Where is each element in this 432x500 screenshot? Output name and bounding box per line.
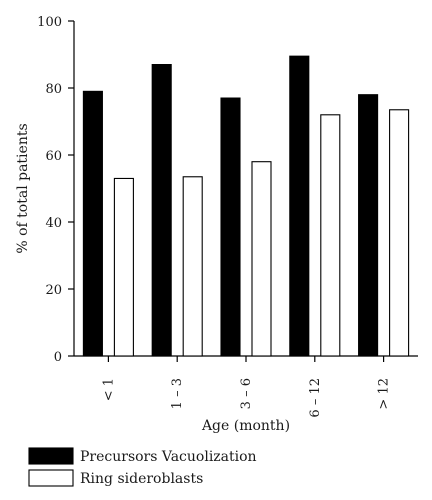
y-tick-label: 20: [45, 283, 62, 298]
x-tick-label: < 1: [101, 378, 116, 401]
y-tick-labels: 0 20 40 60 80 100: [37, 15, 74, 365]
x-axis-title: Age (month): [201, 418, 290, 434]
bars: [82, 55, 410, 357]
x-tick-label: 6 – 12: [308, 378, 323, 418]
y-tick-label: 0: [54, 350, 62, 365]
legend: Precursors Vacuolization Ring sideroblast…: [28, 447, 257, 487]
bar-precursors-vacuolization: [358, 94, 379, 357]
legend-label: Ring sideroblasts: [80, 471, 203, 487]
y-axis-title: % of total patients: [15, 123, 31, 253]
bar-ring-sideroblasts: [113, 177, 134, 357]
bar-ring-sideroblasts: [251, 161, 272, 357]
x-tick-label: > 12: [377, 378, 392, 410]
bar-ring-sideroblasts: [389, 109, 410, 357]
bar-ring-sideroblasts: [320, 114, 341, 357]
y-tick-label: 40: [45, 216, 62, 231]
legend-swatch: [28, 447, 74, 465]
x-tick-label: 1 – 3: [170, 378, 185, 409]
bar-precursors-vacuolization: [82, 90, 103, 357]
y-tick-label: 100: [37, 15, 62, 30]
x-tick-label: 3 – 6: [239, 378, 254, 409]
bar-precursors-vacuolization: [151, 64, 172, 357]
x-tick-labels: < 1 1 – 3 3 – 6 6 – 12 > 12: [101, 356, 392, 418]
legend-swatch: [28, 469, 74, 487]
y-tick-label: 80: [45, 82, 62, 97]
bar-ring-sideroblasts: [182, 176, 203, 357]
bar-precursors-vacuolization: [220, 97, 241, 357]
y-tick-label: 60: [45, 149, 62, 164]
legend-label: Precursors Vacuolization: [80, 449, 257, 465]
bar-precursors-vacuolization: [289, 55, 310, 357]
